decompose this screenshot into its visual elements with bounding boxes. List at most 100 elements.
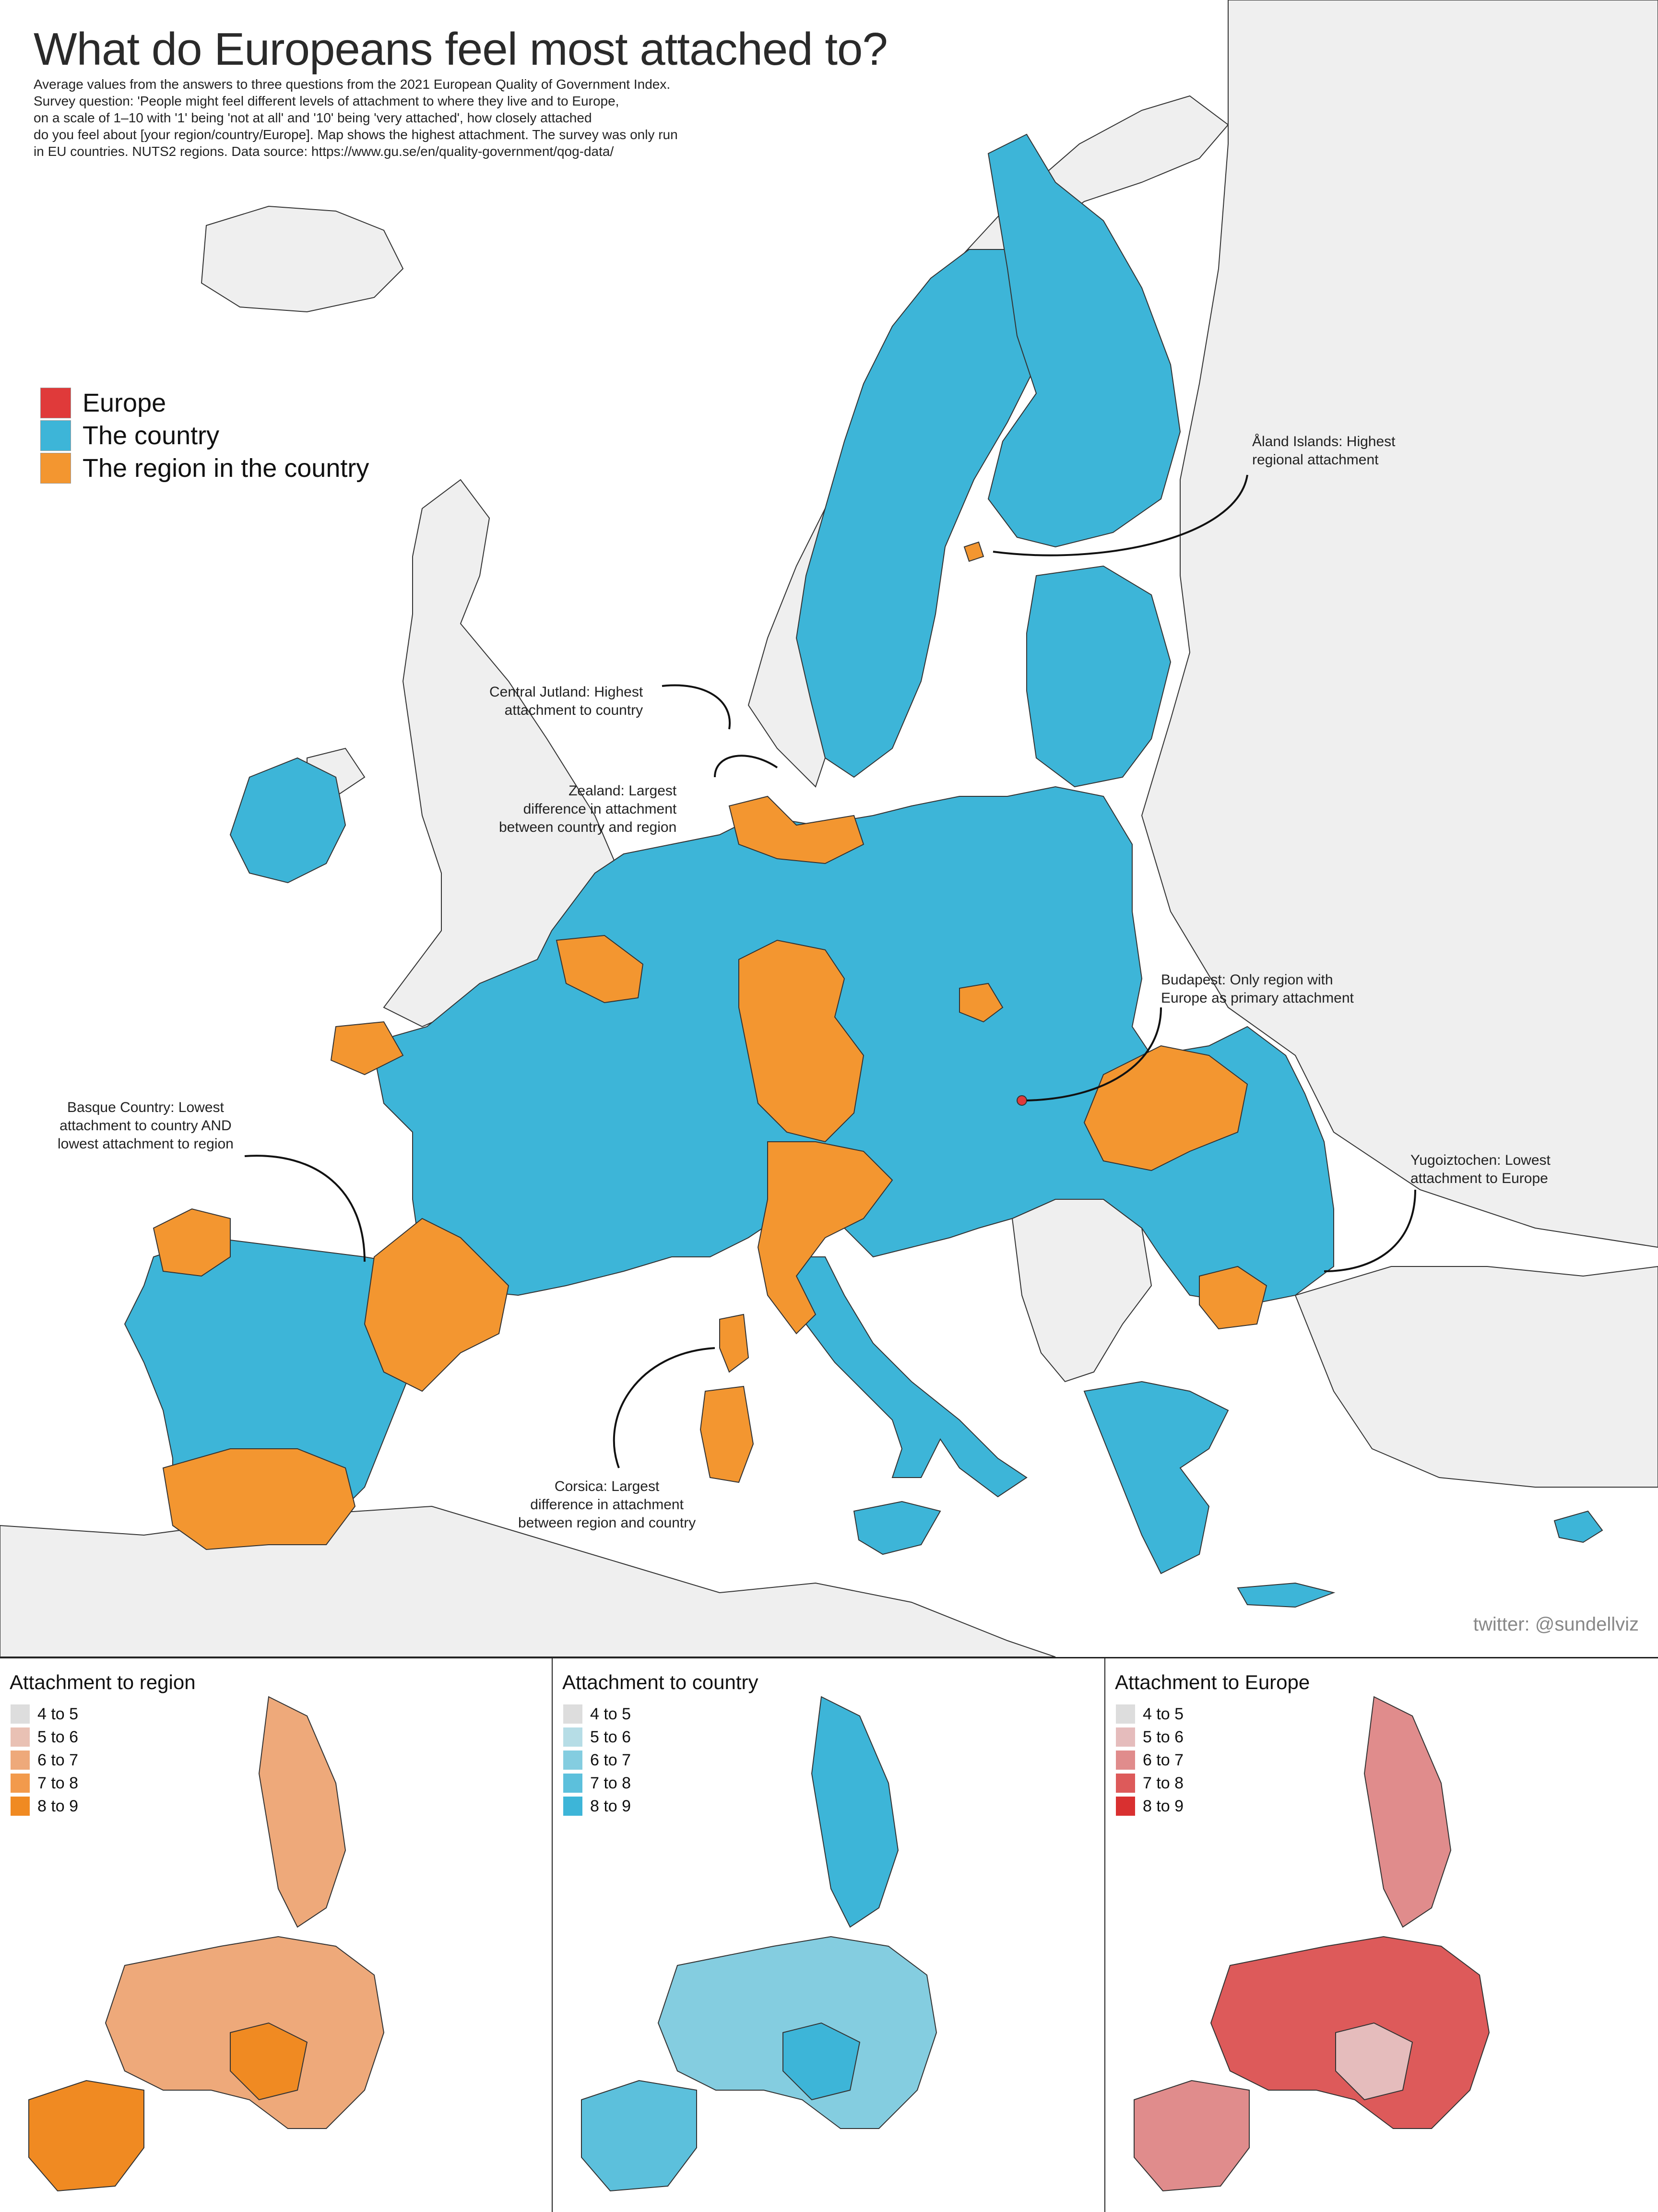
panel-region: Attachment to region 4 to 5 5 to 6 6 to …	[0, 1657, 553, 2212]
panel-country-title: Attachment to country	[562, 1671, 758, 1693]
map-title: What do Europeans feel most attached to?	[34, 24, 888, 75]
annotation-line: Budapest: Only region with	[1161, 972, 1333, 988]
panel-legend-swatch	[563, 1797, 582, 1816]
region-attachment-regions	[153, 541, 1267, 1550]
panel-legend-item: 8 to 9	[11, 1795, 78, 1818]
panel-legend-item: 7 to 8	[11, 1772, 78, 1795]
andalusia	[162, 1448, 356, 1550]
panel-legend-swatch	[1116, 1797, 1135, 1816]
aragon-catalonia	[364, 1218, 509, 1392]
north-italy-regions	[757, 1141, 893, 1335]
panel-legend-label: 6 to 7	[37, 1751, 79, 1769]
panel-legend-swatch	[563, 1727, 582, 1747]
annotation-line: Basque Country: Lowest	[67, 1100, 224, 1115]
annotation-line: difference in attachment	[530, 1497, 684, 1513]
annotation-line: Europe as primary attachment	[1161, 990, 1354, 1006]
annotation-basque: Basque Country: Lowest attachment to cou…	[58, 1099, 234, 1153]
panel-country-shape-nordic	[811, 1696, 899, 1928]
panel-region-shape-iberia	[28, 2080, 144, 2192]
panel-europe: Attachment to Europe 4 to 5 5 to 6 6 to …	[1105, 1657, 1658, 2212]
yugoiztochen-arrow	[1324, 1189, 1416, 1272]
panel-legend-swatch	[563, 1774, 582, 1793]
annotation-line: Yugoiztochen: Lowest	[1410, 1152, 1551, 1168]
annotation-aland: Åland Islands: Highest regional attachme…	[1252, 433, 1396, 469]
corsica-arrow	[613, 1347, 715, 1468]
panel-legend-swatch	[11, 1774, 30, 1793]
annotation-line: lowest attachment to region	[58, 1136, 234, 1152]
baltics	[1026, 565, 1172, 788]
greece	[1083, 1381, 1229, 1574]
subtitle-line: in EU countries. NUTS2 regions. Data sou…	[34, 144, 614, 159]
subtitle-line: do you feel about [your region/country/E…	[34, 127, 678, 142]
corsica	[719, 1313, 749, 1373]
finland	[987, 133, 1181, 548]
panel-legend-item: 5 to 6	[1116, 1726, 1184, 1749]
belgium	[556, 934, 644, 1004]
main-map: What do Europeans feel most attached to?…	[0, 0, 1658, 1657]
panel-legend-label: 6 to 7	[590, 1751, 631, 1769]
legend-item-region: The region in the country	[40, 452, 369, 485]
panel-legend-swatch	[1116, 1751, 1135, 1770]
panel-legend-label: 8 to 9	[590, 1797, 631, 1815]
panel-legend-item: 5 to 6	[11, 1726, 78, 1749]
annotation-line: difference in attachment	[523, 801, 677, 817]
panel-legend-swatch	[11, 1797, 30, 1816]
twitter-credit: twitter: @sundellviz	[1473, 1614, 1639, 1635]
panel-legend-item: 7 to 8	[563, 1772, 631, 1795]
panel-legend-item: 8 to 9	[563, 1795, 631, 1818]
panel-region-legend: 4 to 5 5 to 6 6 to 7 7 to 8 8 to 9	[11, 1703, 78, 1818]
annotation-arrows	[244, 474, 1416, 1468]
legend-item-europe: Europe	[40, 387, 369, 419]
panel-legend-swatch	[11, 1704, 30, 1724]
panel-europe-shape-southeast	[1335, 2022, 1413, 2101]
panel-region-title: Attachment to region	[10, 1671, 196, 1693]
annotation-line: Corsica: Largest	[554, 1479, 660, 1494]
panel-europe-shape-nordic	[1363, 1696, 1452, 1928]
europe-map-svg	[0, 0, 1658, 1657]
legend-swatch-europe	[40, 388, 71, 418]
panel-legend-item: 7 to 8	[1116, 1772, 1184, 1795]
panel-europe-title: Attachment to Europe	[1115, 1671, 1310, 1693]
annotation-line: attachment to country AND	[59, 1118, 232, 1134]
subtitle-line: on a scale of 1–10 with '1' being 'not a…	[34, 110, 592, 125]
bavaria-germany-south	[738, 939, 865, 1143]
panel-legend-swatch	[11, 1727, 30, 1747]
annotation-zealand: Zealand: Largest difference in attachmen…	[499, 782, 676, 837]
sicily	[853, 1501, 941, 1555]
annotation-line: Central Jutland: Highest	[489, 684, 643, 700]
galicia	[153, 1208, 231, 1277]
panel-legend-label: 5 to 6	[1143, 1727, 1184, 1746]
jutland-arrow	[662, 684, 731, 730]
subtitle-line: Average values from the answers to three…	[34, 77, 671, 92]
sardinia	[699, 1385, 754, 1483]
annotation-line: Åland Islands: Highest	[1252, 434, 1396, 449]
panel-country-shape-iberia	[581, 2080, 697, 2192]
panel-legend-label: 4 to 5	[1143, 1704, 1184, 1723]
annotation-line: regional attachment	[1252, 452, 1379, 468]
budapest-arrow	[1026, 1007, 1162, 1101]
panel-legend-label: 4 to 5	[37, 1704, 79, 1723]
legend-item-country: The country	[40, 419, 369, 452]
annotation-yugoiztochen: Yugoiztochen: Lowest attachment to Europ…	[1410, 1151, 1551, 1188]
annotation-line: Zealand: Largest	[568, 783, 677, 799]
map-subtitle: Average values from the answers to three…	[34, 76, 782, 160]
denmark-zealand	[728, 795, 865, 864]
czech-region	[959, 982, 1004, 1023]
bulgaria-region	[1199, 1266, 1267, 1330]
panel-legend-label: 6 to 7	[1143, 1751, 1184, 1769]
panel-legend-item: 4 to 5	[11, 1703, 78, 1726]
cyprus	[1553, 1510, 1603, 1543]
legend-label: The country	[83, 421, 220, 450]
panel-region-shape-southeast	[230, 2022, 308, 2101]
romania-regions	[1083, 1045, 1248, 1171]
annotation-line: between region and country	[518, 1515, 696, 1531]
panel-country-legend: 4 to 5 5 to 6 6 to 7 7 to 8 8 to 9	[563, 1703, 631, 1818]
legend-label: Europe	[83, 389, 166, 417]
annotation-line: attachment to Europe	[1410, 1171, 1548, 1186]
annotation-line: between country and region	[499, 819, 677, 835]
panel-europe-map	[1134, 1696, 1490, 2192]
panel-europe-shape-iberia	[1134, 2080, 1250, 2192]
panel-legend-label: 8 to 9	[37, 1797, 79, 1815]
iceland	[201, 205, 404, 313]
panel-country-shape-southeast	[782, 2022, 861, 2101]
